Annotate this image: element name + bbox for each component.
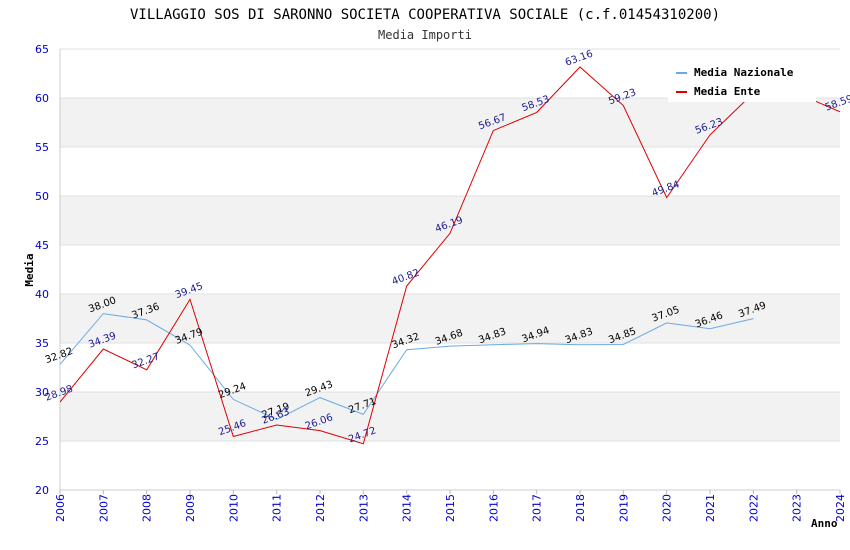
series-line-media-ente (60, 66, 840, 445)
x-tick-label: 2008 (141, 494, 154, 522)
x-tick-label: 2011 (271, 494, 284, 522)
x-tick-label: 2007 (97, 494, 110, 522)
data-label-ente: 40.82 (390, 268, 421, 288)
y-tick-label: 30 (35, 386, 49, 399)
grid-band (60, 294, 840, 343)
legend-label: Media Nazionale (694, 66, 794, 79)
x-tick-label: 2010 (227, 494, 240, 522)
y-axis-title: Media (23, 253, 36, 286)
y-tick-label: 60 (35, 92, 49, 105)
grid-band (60, 98, 840, 147)
y-tick-label: 25 (35, 435, 49, 448)
x-tick-label: 2021 (704, 494, 717, 522)
grid-band (60, 392, 840, 441)
x-tick-label: 2012 (314, 494, 327, 522)
x-tick-label: 2023 (791, 494, 804, 522)
y-tick-label: 65 (35, 43, 49, 56)
chart-title: VILLAGGIO SOS DI SARONNO SOCIETA COOPERA… (130, 7, 720, 23)
x-tick-label: 2013 (357, 494, 370, 522)
legend-box (668, 60, 816, 102)
y-tick-label: 40 (35, 288, 49, 301)
x-tick-label: 2016 (487, 494, 500, 522)
x-tick-label: 2009 (184, 494, 197, 522)
y-tick-label: 50 (35, 190, 49, 203)
x-tick-label: 2019 (617, 494, 630, 522)
series-line-media-nazionale (60, 313, 754, 421)
legend: Media Nazionale Media Ente (668, 60, 816, 102)
x-tick-label: 2022 (747, 494, 760, 522)
x-axis-title: Anno (811, 517, 838, 530)
grid-band (60, 196, 840, 245)
chart-subtitle: Media Importi (378, 28, 472, 42)
x-tick-label: 2014 (401, 494, 414, 522)
x-tick-label: 2015 (444, 494, 457, 522)
y-tick-label: 20 (35, 484, 49, 497)
x-tick-label: 2024 (834, 494, 847, 522)
x-tick-label: 2017 (531, 494, 544, 522)
y-tick-label: 55 (35, 141, 49, 154)
x-tick-label: 2006 (54, 494, 67, 522)
x-tick-label: 2020 (661, 494, 674, 522)
x-tick-label: 2018 (574, 494, 587, 522)
y-tick-label: 35 (35, 337, 49, 350)
data-label-ente: 32.27 (130, 351, 161, 371)
y-tick-label: 45 (35, 239, 49, 252)
legend-label: Media Ente (694, 85, 761, 98)
data-label-ente: 63.16 (564, 49, 595, 69)
